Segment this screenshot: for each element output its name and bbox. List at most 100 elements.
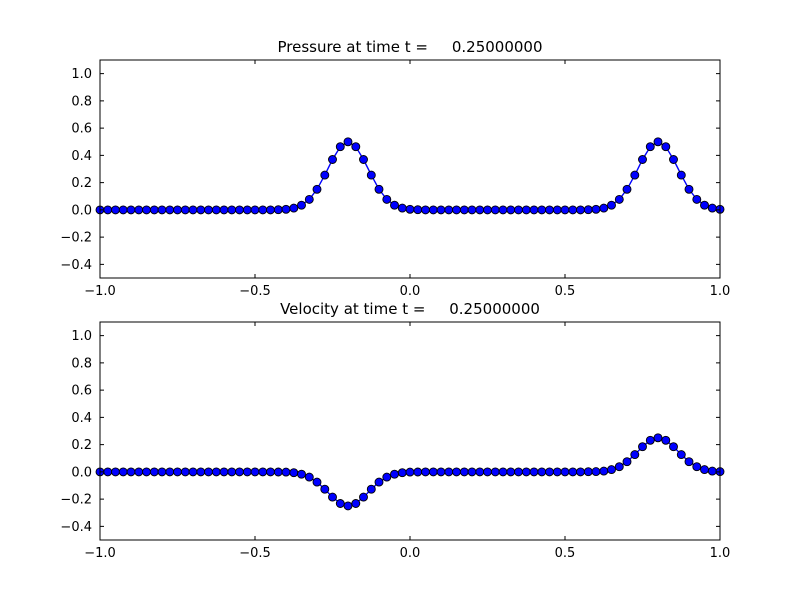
data-marker bbox=[405, 204, 415, 214]
data-marker bbox=[638, 442, 647, 452]
data-marker bbox=[638, 155, 647, 164]
data-marker bbox=[607, 200, 616, 210]
data-marker bbox=[421, 205, 430, 215]
data-marker bbox=[669, 442, 678, 452]
x-tick-label: 0.5 bbox=[555, 546, 576, 561]
y-tick-label: 1.0 bbox=[71, 329, 92, 344]
data-marker bbox=[304, 472, 314, 482]
data-marker bbox=[707, 466, 717, 476]
data-marker bbox=[343, 137, 353, 147]
y-tick-label: 0.8 bbox=[71, 356, 92, 371]
data-marker bbox=[103, 205, 113, 215]
data-marker bbox=[204, 205, 213, 215]
y-tick-label: 1.0 bbox=[71, 67, 92, 82]
data-marker bbox=[351, 499, 361, 508]
data-marker bbox=[312, 184, 322, 194]
data-marker bbox=[537, 205, 547, 215]
data-marker bbox=[196, 205, 206, 215]
data-marker bbox=[552, 205, 562, 215]
data-marker bbox=[599, 203, 609, 213]
data-marker bbox=[266, 205, 275, 215]
data-line bbox=[100, 140, 721, 211]
data-marker bbox=[684, 184, 694, 194]
data-marker bbox=[111, 467, 120, 477]
data-marker bbox=[103, 467, 113, 477]
data-marker bbox=[180, 467, 190, 477]
data-marker bbox=[382, 472, 392, 482]
data-marker bbox=[297, 469, 306, 479]
data-marker bbox=[374, 477, 384, 487]
data-marker bbox=[428, 205, 438, 215]
data-marker bbox=[204, 467, 213, 477]
data-marker bbox=[165, 205, 175, 215]
y-tick-label: −0.4 bbox=[60, 258, 92, 273]
data-marker bbox=[630, 170, 640, 180]
data-marker bbox=[467, 205, 477, 215]
data-marker bbox=[676, 170, 686, 180]
x-tick-label: 0.0 bbox=[400, 546, 421, 561]
data-marker bbox=[328, 155, 337, 164]
data-marker bbox=[320, 170, 330, 180]
data-marker bbox=[405, 467, 415, 477]
data-marker bbox=[599, 466, 609, 476]
data-marker bbox=[273, 467, 283, 477]
x-tick-label: 1.0 bbox=[710, 546, 731, 561]
data-marker bbox=[436, 467, 446, 477]
data-marker bbox=[607, 465, 616, 475]
data-marker bbox=[242, 205, 252, 215]
pressure-plot-title: Pressure at time t = 0.25000000 bbox=[277, 38, 543, 56]
data-marker bbox=[661, 142, 671, 152]
data-marker bbox=[134, 467, 144, 477]
data-marker bbox=[545, 467, 554, 477]
data-marker bbox=[545, 205, 554, 215]
data-marker bbox=[692, 194, 702, 204]
data-marker bbox=[173, 467, 182, 477]
data-marker bbox=[583, 205, 593, 215]
data-marker bbox=[126, 467, 136, 477]
x-tick-label: 1.0 bbox=[710, 284, 731, 299]
data-marker bbox=[591, 204, 601, 214]
data-marker bbox=[521, 467, 531, 477]
data-marker bbox=[669, 155, 678, 164]
data-marker bbox=[142, 467, 151, 477]
data-marker bbox=[521, 205, 531, 215]
data-marker bbox=[700, 465, 709, 475]
data-marker bbox=[645, 142, 655, 152]
data-marker bbox=[568, 467, 578, 477]
data-marker bbox=[351, 142, 361, 152]
x-tick-label: −0.5 bbox=[239, 284, 271, 299]
data-marker bbox=[111, 205, 120, 215]
y-tick-label: 0.4 bbox=[71, 411, 92, 426]
data-marker bbox=[390, 469, 399, 479]
data-marker bbox=[312, 477, 322, 487]
data-marker bbox=[397, 203, 407, 213]
data-marker bbox=[506, 467, 516, 477]
axes-frame bbox=[99, 321, 721, 541]
data-marker bbox=[118, 467, 128, 477]
data-marker bbox=[707, 203, 717, 213]
data-marker bbox=[413, 205, 423, 215]
data-marker bbox=[483, 467, 492, 477]
data-marker bbox=[622, 457, 632, 467]
data-marker bbox=[700, 200, 709, 210]
data-marker bbox=[149, 205, 159, 215]
data-marker bbox=[452, 205, 461, 215]
data-marker bbox=[444, 467, 454, 477]
data-marker bbox=[630, 450, 640, 460]
data-marker bbox=[149, 467, 159, 477]
data-marker bbox=[529, 205, 539, 215]
data-marker bbox=[529, 467, 539, 477]
data-marker bbox=[661, 435, 671, 445]
data-marker bbox=[622, 184, 632, 194]
data-marker bbox=[514, 205, 523, 215]
data-marker bbox=[328, 492, 337, 502]
data-marker bbox=[428, 467, 438, 477]
data-marker bbox=[653, 137, 663, 147]
y-tick-label: 0.6 bbox=[71, 122, 92, 137]
data-marker bbox=[436, 205, 446, 215]
data-marker bbox=[576, 205, 585, 215]
y-tick-label: 0.2 bbox=[71, 176, 92, 191]
data-marker bbox=[235, 467, 244, 477]
data-marker bbox=[359, 492, 368, 502]
